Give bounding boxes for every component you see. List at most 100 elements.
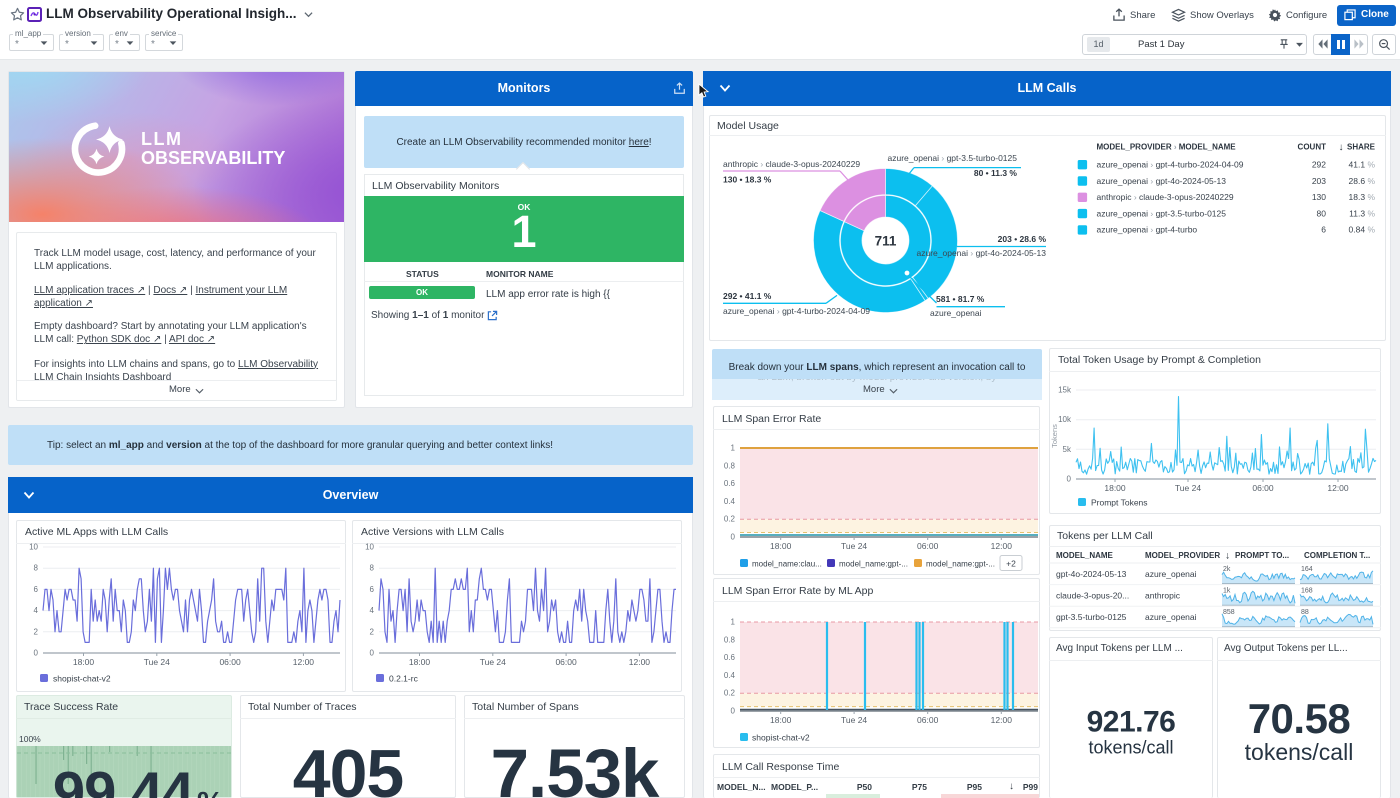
svg-text:12:00: 12:00 xyxy=(991,715,1013,725)
svg-text:azure_openai: azure_openai xyxy=(930,308,982,318)
svg-text:12:00: 12:00 xyxy=(1327,483,1349,493)
svg-text:azure_openai: azure_openai xyxy=(1145,569,1197,579)
svg-text:azure_openai: azure_openai xyxy=(1145,612,1197,622)
svg-text:06:00: 06:00 xyxy=(1252,483,1274,493)
svg-text:921.76: 921.76 xyxy=(1087,706,1176,739)
svg-text:100%: 100% xyxy=(19,734,41,744)
svg-text:0: 0 xyxy=(34,649,39,658)
svg-text:azure_openai › gpt-4o-2024-05-: azure_openai › gpt-4o-2024-05-13 xyxy=(1097,176,1227,186)
svg-text:anthropic › claude-3-opus-2024: anthropic › claude-3-opus-20240229 xyxy=(1097,192,1234,202)
svg-text:18:00: 18:00 xyxy=(73,657,95,667)
svg-text:41.1 %: 41.1 % xyxy=(1349,160,1376,170)
svg-text:+2: +2 xyxy=(1006,559,1016,569)
svg-text:Tue 24: Tue 24 xyxy=(841,715,867,725)
svg-text:18:00: 18:00 xyxy=(770,715,792,725)
svg-text:azure_openai › gpt-3.5-turbo-0: azure_openai › gpt-3.5-turbo-0125 xyxy=(888,153,1018,163)
svg-text:2: 2 xyxy=(370,627,375,636)
svg-text:12:00: 12:00 xyxy=(293,657,315,667)
svg-text:0.6: 0.6 xyxy=(724,653,736,662)
svg-text:0: 0 xyxy=(370,649,375,658)
svg-text:model_name:gpt-...: model_name:gpt-... xyxy=(926,560,995,569)
svg-text:858: 858 xyxy=(1223,609,1235,616)
svg-text:18:00: 18:00 xyxy=(1104,483,1126,493)
svg-text:12:00: 12:00 xyxy=(629,657,651,667)
svg-text:711: 711 xyxy=(875,234,897,249)
svg-text:18:00: 18:00 xyxy=(770,541,792,551)
svg-text:MODEL_NAME: MODEL_NAME xyxy=(1056,551,1114,560)
svg-text:↓: ↓ xyxy=(1225,551,1230,562)
svg-text:tokens/call: tokens/call xyxy=(1088,737,1173,757)
svg-text:10: 10 xyxy=(29,543,38,552)
svg-text:gpt-4o-2024-05-13: gpt-4o-2024-05-13 xyxy=(1056,569,1127,579)
svg-text:06:00: 06:00 xyxy=(917,541,939,551)
svg-text:Tue 24: Tue 24 xyxy=(841,541,867,551)
svg-text:06:00: 06:00 xyxy=(555,657,577,667)
svg-text:10: 10 xyxy=(365,543,374,552)
svg-text:Tokens: Tokens xyxy=(1050,424,1059,448)
svg-text:2k: 2k xyxy=(1223,566,1231,573)
svg-text:0.8: 0.8 xyxy=(724,635,736,644)
svg-text:15k: 15k xyxy=(1058,386,1072,395)
svg-text:Tue 24: Tue 24 xyxy=(144,657,170,667)
svg-text:28.6 %: 28.6 % xyxy=(1349,176,1376,186)
svg-text:MODEL_PROVIDER: MODEL_PROVIDER xyxy=(1145,551,1220,560)
svg-text:0.2: 0.2 xyxy=(724,689,736,698)
svg-text:0: 0 xyxy=(731,707,736,716)
svg-text:10k: 10k xyxy=(1058,415,1072,424)
svg-text:12:00: 12:00 xyxy=(991,541,1013,551)
svg-text:18:00: 18:00 xyxy=(409,657,431,667)
svg-text:anthropic: anthropic xyxy=(1145,591,1181,601)
svg-text:130 • 18.3 %: 130 • 18.3 % xyxy=(723,175,772,185)
svg-text:PROMPT TO...: PROMPT TO... xyxy=(1235,551,1289,560)
svg-text:203: 203 xyxy=(1312,176,1326,186)
svg-text:gpt-3.5-turbo-0125: gpt-3.5-turbo-0125 xyxy=(1056,612,1127,622)
svg-text:11.3 %: 11.3 % xyxy=(1349,208,1375,218)
svg-text:0.8: 0.8 xyxy=(724,461,736,470)
svg-text:COMPLETION T...: COMPLETION T... xyxy=(1304,551,1370,560)
svg-text:COUNT: COUNT xyxy=(1298,142,1327,151)
svg-text:anthropic › claude-3-opus-2024: anthropic › claude-3-opus-20240229 xyxy=(723,159,860,169)
svg-text:0: 0 xyxy=(1067,475,1072,484)
svg-text:405: 405 xyxy=(293,736,403,798)
svg-text:Tue 24: Tue 24 xyxy=(1175,483,1201,493)
svg-text:292 • 41.1 %: 292 • 41.1 % xyxy=(723,291,772,301)
svg-text:azure_openai › gpt-4-turbo-202: azure_openai › gpt-4-turbo-2024-04-09 xyxy=(723,306,870,316)
svg-text:80 • 11.3 %: 80 • 11.3 % xyxy=(974,168,1018,178)
svg-text:4: 4 xyxy=(34,606,39,615)
svg-text:6: 6 xyxy=(370,585,375,594)
svg-text:1: 1 xyxy=(731,618,736,627)
svg-text:MODEL_PROVIDER › MODEL_NAME: MODEL_PROVIDER › MODEL_NAME xyxy=(1097,142,1237,151)
svg-text:0.4: 0.4 xyxy=(724,671,736,680)
svg-text:1k: 1k xyxy=(1223,588,1231,595)
svg-text:80: 80 xyxy=(1317,208,1327,218)
svg-text:SHARE: SHARE xyxy=(1347,142,1376,151)
svg-text:18.3 %: 18.3 % xyxy=(1349,192,1376,202)
svg-text:LLM: LLM xyxy=(141,129,182,149)
svg-text:06:00: 06:00 xyxy=(219,657,241,667)
svg-text:2: 2 xyxy=(34,627,39,636)
svg-text:azure_openai › gpt-4-turbo-202: azure_openai › gpt-4-turbo-2024-04-09 xyxy=(1097,160,1244,170)
svg-text:164: 164 xyxy=(1301,566,1313,573)
svg-text:06:00: 06:00 xyxy=(917,715,939,725)
svg-text:168: 168 xyxy=(1301,588,1313,595)
svg-text:model_name:clau...: model_name:clau... xyxy=(752,560,822,569)
svg-text:88: 88 xyxy=(1301,609,1309,616)
svg-text:6: 6 xyxy=(1321,225,1326,235)
svg-text:0.4: 0.4 xyxy=(724,497,736,506)
svg-text:8: 8 xyxy=(34,564,39,573)
svg-text:azure_openai › gpt-4-turbo: azure_openai › gpt-4-turbo xyxy=(1097,225,1198,235)
svg-text:0.84 %: 0.84 % xyxy=(1349,225,1376,235)
svg-text:0.6: 0.6 xyxy=(724,479,736,488)
svg-text:8: 8 xyxy=(370,564,375,573)
svg-text:Prompt Tokens: Prompt Tokens xyxy=(1091,498,1148,508)
svg-text:5k: 5k xyxy=(1063,445,1072,454)
svg-text:%: % xyxy=(197,787,224,798)
svg-text:70.58: 70.58 xyxy=(1248,695,1351,742)
svg-text:581 • 81.7 %: 581 • 81.7 % xyxy=(936,294,985,304)
svg-text:↓: ↓ xyxy=(1339,142,1344,153)
svg-text:99.44: 99.44 xyxy=(53,761,194,798)
svg-text:model_name:gpt-...: model_name:gpt-... xyxy=(839,560,908,569)
svg-text:0.2: 0.2 xyxy=(724,515,736,524)
svg-text:0: 0 xyxy=(731,533,736,542)
svg-text:203 • 28.6 %: 203 • 28.6 % xyxy=(998,234,1047,244)
